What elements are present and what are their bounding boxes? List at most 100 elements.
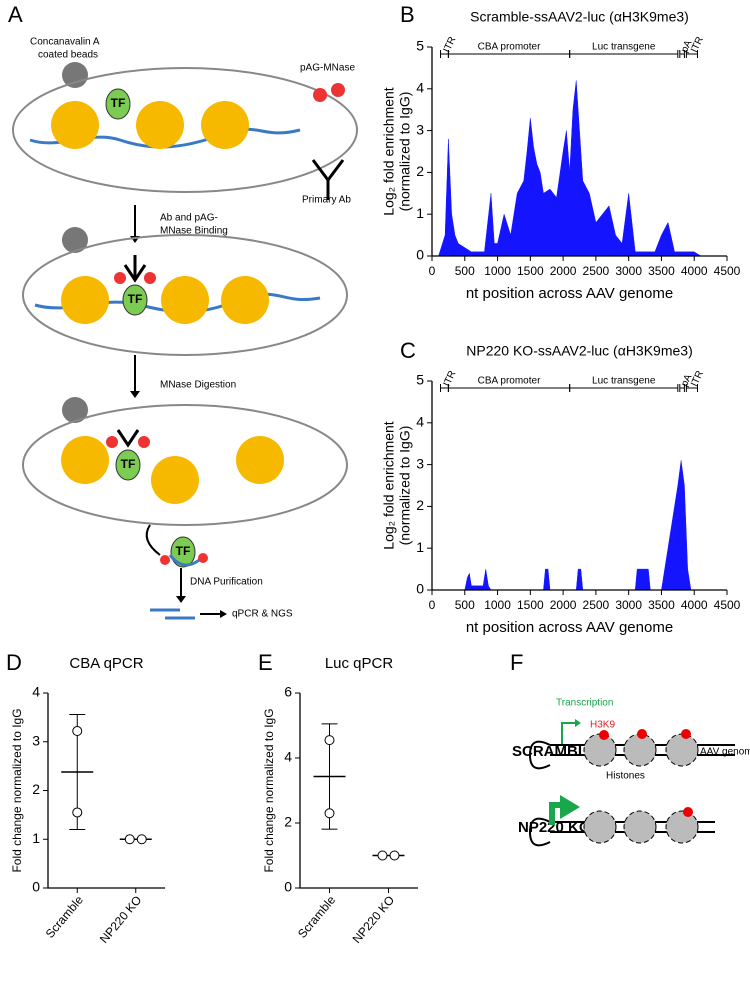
panel-letter: A xyxy=(8,2,23,27)
x-tick-label: Scramble xyxy=(43,893,87,941)
x-tick-label: 4000 xyxy=(681,264,708,278)
panel-f-diagram: Transcription H3K9 SCRAMBLE AAV genome H… xyxy=(512,698,750,847)
label: coated beads xyxy=(38,50,98,61)
label: Primary Ab xyxy=(302,195,351,206)
y-tick-label: 4 xyxy=(284,749,292,765)
x-tick-label: 500 xyxy=(455,598,475,612)
x-tick-label: NP220 KO xyxy=(97,893,145,946)
y-axis-label: Fold change normalized to IgG xyxy=(262,708,276,872)
x-tick-label: 3000 xyxy=(615,264,642,278)
y-tick-label: 1 xyxy=(416,205,424,221)
data-point xyxy=(136,834,147,845)
chart-title: Luc qPCR xyxy=(325,655,394,672)
y-tick-label: 0 xyxy=(284,879,292,895)
chart-title: CBA qPCR xyxy=(69,655,143,672)
axes xyxy=(431,381,727,591)
x-tick-label: 1000 xyxy=(484,598,511,612)
label: H3K9 xyxy=(590,720,615,731)
enrichment-area xyxy=(432,460,695,591)
data-point xyxy=(377,850,388,861)
y-tick-label: 2 xyxy=(32,781,40,797)
enrichment-area xyxy=(432,80,702,257)
label: AAV genome xyxy=(700,747,750,758)
y-tick-label: 0 xyxy=(416,247,424,263)
feature-label: pA xyxy=(679,38,694,54)
y-tick-label: 1 xyxy=(32,830,40,846)
y-tick-label: 3 xyxy=(416,455,424,471)
y-axis-label: Fold change normalized to IgG xyxy=(10,708,24,872)
label: Histones xyxy=(606,771,645,782)
tf-label: TF xyxy=(121,457,136,471)
x-tick-label: Scramble xyxy=(295,893,339,941)
y-tick-label: 2 xyxy=(416,163,424,179)
data-point xyxy=(324,735,335,746)
y-tick-label: 4 xyxy=(32,684,40,700)
panel-letter: C xyxy=(400,338,416,363)
label: MNase Binding xyxy=(160,226,228,237)
y-tick-label: 4 xyxy=(416,80,424,96)
x-axis-label: nt position across AAV genome xyxy=(466,285,673,302)
x-tick-label: 1500 xyxy=(517,264,544,278)
feature-label: CBA promoter xyxy=(478,376,541,387)
x-tick-label: 4000 xyxy=(681,598,708,612)
tf-label: TF xyxy=(176,544,191,558)
axes xyxy=(299,693,418,889)
data-point xyxy=(72,726,83,737)
y-tick-label: 0 xyxy=(416,581,424,597)
feature-label: ITR xyxy=(689,35,706,54)
x-tick-label: 3500 xyxy=(648,264,675,278)
x-tick-label: 0 xyxy=(429,264,436,278)
data-point xyxy=(389,850,400,861)
label: qPCR & NGS xyxy=(232,609,293,620)
axes xyxy=(47,693,165,889)
y-tick-label: 5 xyxy=(416,38,424,54)
feature-label: CBA promoter xyxy=(478,42,541,53)
data-point xyxy=(72,807,83,818)
y-tick-label: 2 xyxy=(284,814,292,830)
label: MNase Digestion xyxy=(160,380,236,391)
panel-letter: D xyxy=(6,650,22,675)
feature-label: pA xyxy=(679,372,694,388)
y-axis-label: Log₂ fold enrichment xyxy=(381,421,397,550)
feature-label: Luc transgene xyxy=(592,42,656,53)
y-axis-label: (normalized to IgG) xyxy=(397,92,413,212)
feature-label: ITR xyxy=(442,369,459,388)
x-tick-label: 500 xyxy=(455,264,475,278)
label: pAG-MNase xyxy=(300,63,355,74)
data-point xyxy=(124,834,135,845)
label: DNA Purification xyxy=(190,577,263,588)
y-tick-label: 1 xyxy=(416,539,424,555)
y-axis-label: Log₂ fold enrichment xyxy=(381,87,397,216)
y-tick-label: 5 xyxy=(416,372,424,388)
y-tick-label: 0 xyxy=(32,879,40,895)
tf-label: TF xyxy=(128,292,143,306)
panel-letter: E xyxy=(258,650,273,675)
x-tick-label: NP220 KO xyxy=(350,893,398,946)
label: Concanavalin A xyxy=(30,37,100,48)
label: Transcription xyxy=(556,698,613,709)
y-tick-label: 2 xyxy=(416,497,424,513)
y-tick-label: 6 xyxy=(284,684,292,700)
panel-letter: F xyxy=(510,650,523,675)
feature-label: ITR xyxy=(689,369,706,388)
x-tick-label: 4500 xyxy=(714,264,741,278)
panel-a-diagram: Concanavalin A coated beads TF pAG-MNase… xyxy=(12,37,358,620)
y-tick-label: 3 xyxy=(416,121,424,137)
feature-label: ITR xyxy=(442,35,459,54)
x-tick-label: 3000 xyxy=(615,598,642,612)
y-tick-label: 4 xyxy=(416,414,424,430)
x-tick-label: 2500 xyxy=(583,264,610,278)
x-tick-label: 1500 xyxy=(517,598,544,612)
axes xyxy=(431,47,727,257)
x-tick-label: 2000 xyxy=(550,598,577,612)
x-tick-label: 1000 xyxy=(484,264,511,278)
chart-title: NP220 KO-ssAAV2-luc (αH3K9me3) xyxy=(466,343,692,359)
label: Ab and pAG- xyxy=(160,213,218,224)
x-axis-label: nt position across AAV genome xyxy=(466,619,673,636)
x-tick-label: 0 xyxy=(429,598,436,612)
tf-label: TF xyxy=(111,96,126,110)
panel-letter: B xyxy=(400,2,415,27)
feature-label: Luc transgene xyxy=(592,376,656,387)
x-tick-label: 3500 xyxy=(648,598,675,612)
